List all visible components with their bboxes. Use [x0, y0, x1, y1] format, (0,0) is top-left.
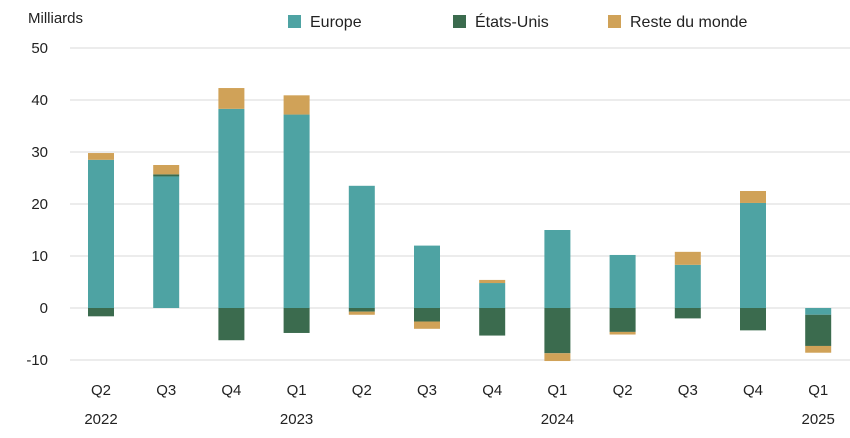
- y-tick-label: 40: [31, 92, 48, 109]
- year-label: 2024: [541, 411, 574, 428]
- bar-stack: [218, 88, 245, 341]
- legend: Europe États-Unis Reste du monde: [288, 12, 748, 31]
- x-tick-label: Q2: [613, 382, 633, 399]
- bar-segment: [414, 245, 440, 308]
- legend-label: États-Unis: [475, 12, 549, 31]
- bar-stack: [153, 165, 180, 308]
- bar-stack: [479, 279, 506, 336]
- x-tick-label: Q3: [678, 382, 698, 399]
- legend-item: Europe: [288, 14, 362, 31]
- bar-stack: [88, 153, 114, 317]
- bar-segment: [740, 308, 766, 331]
- bar-stack: [609, 254, 636, 335]
- x-tick-label: Q1: [287, 382, 307, 399]
- bar-segment: [805, 314, 832, 346]
- legend-label: Reste du monde: [630, 14, 748, 31]
- bar-stack: [283, 95, 310, 333]
- bar-stack: [544, 230, 571, 362]
- bar-segment: [544, 353, 571, 362]
- year-label: 2025: [802, 411, 835, 428]
- bar-segment: [283, 308, 310, 333]
- bar-segment: [414, 308, 440, 322]
- bar-segment: [609, 254, 636, 308]
- bar-segment: [544, 308, 571, 354]
- x-tick-label: Q2: [352, 382, 372, 399]
- y-tick-label: 0: [40, 300, 48, 317]
- bar-segment: [674, 264, 701, 308]
- bar-segment: [479, 283, 506, 308]
- year-labels: 2022 2023 2024 2025: [84, 411, 835, 428]
- bar-segment: [740, 191, 766, 203]
- bars: [88, 88, 832, 362]
- bar-segment: [609, 308, 636, 332]
- gridlines: [70, 47, 850, 361]
- y-tick-labels: 50 40 30 20 10 0 -10: [26, 40, 48, 369]
- bar-segment: [153, 176, 180, 308]
- bar-segment: [674, 251, 701, 265]
- bar-segment: [218, 308, 245, 341]
- x-tick-label: Q4: [221, 382, 241, 399]
- bar-segment: [348, 185, 375, 308]
- y-tick-label: -10: [26, 352, 48, 369]
- y-tick-label: 20: [31, 196, 48, 213]
- legend-item: États-Unis: [453, 12, 549, 31]
- bar-segment: [88, 159, 114, 308]
- bar-segment: [479, 308, 506, 336]
- bar-segment: [153, 174, 180, 177]
- y-tick-label: 50: [31, 40, 48, 57]
- bar-segment: [88, 153, 114, 160]
- bar-segment: [805, 308, 832, 315]
- bar-stack: [414, 245, 440, 329]
- bar-stack: [805, 308, 832, 353]
- bar-segment: [479, 279, 506, 284]
- bar-segment: [218, 88, 245, 109]
- x-tick-label: Q3: [156, 382, 176, 399]
- x-tick-label: Q4: [743, 382, 763, 399]
- legend-swatch: [288, 15, 301, 28]
- bar-segment: [283, 95, 310, 115]
- year-label: 2022: [84, 411, 117, 428]
- legend-swatch: [608, 15, 621, 28]
- bar-segment: [283, 114, 310, 308]
- year-label: 2023: [280, 411, 313, 428]
- bar-segment: [805, 345, 832, 353]
- bar-stack: [348, 185, 375, 315]
- legend-swatch: [453, 15, 466, 28]
- x-tick-labels: Q2 Q3 Q4 Q1 Q2 Q3 Q4 Q1 Q2 Q3 Q4 Q1: [91, 382, 828, 399]
- bar-stack: [674, 251, 701, 319]
- bar-stack: [740, 191, 766, 331]
- bar-segment: [218, 108, 245, 308]
- bar-segment: [544, 230, 571, 308]
- legend-item: Reste du monde: [608, 14, 748, 31]
- bar-segment: [348, 311, 375, 315]
- bar-segment: [609, 331, 636, 335]
- bar-segment: [674, 308, 701, 319]
- bar-segment: [740, 202, 766, 308]
- legend-label: Europe: [310, 14, 362, 31]
- x-tick-label: Q3: [417, 382, 437, 399]
- y-tick-label: 10: [31, 248, 48, 265]
- x-tick-label: Q2: [91, 382, 111, 399]
- bar-segment: [88, 308, 114, 317]
- bar-segment: [414, 321, 440, 329]
- y-axis-label: Milliards: [28, 10, 83, 27]
- x-tick-label: Q1: [547, 382, 567, 399]
- bar-segment: [153, 165, 180, 175]
- x-tick-label: Q4: [482, 382, 502, 399]
- bar-segment: [348, 308, 375, 312]
- x-tick-label: Q1: [808, 382, 828, 399]
- y-tick-label: 30: [31, 144, 48, 161]
